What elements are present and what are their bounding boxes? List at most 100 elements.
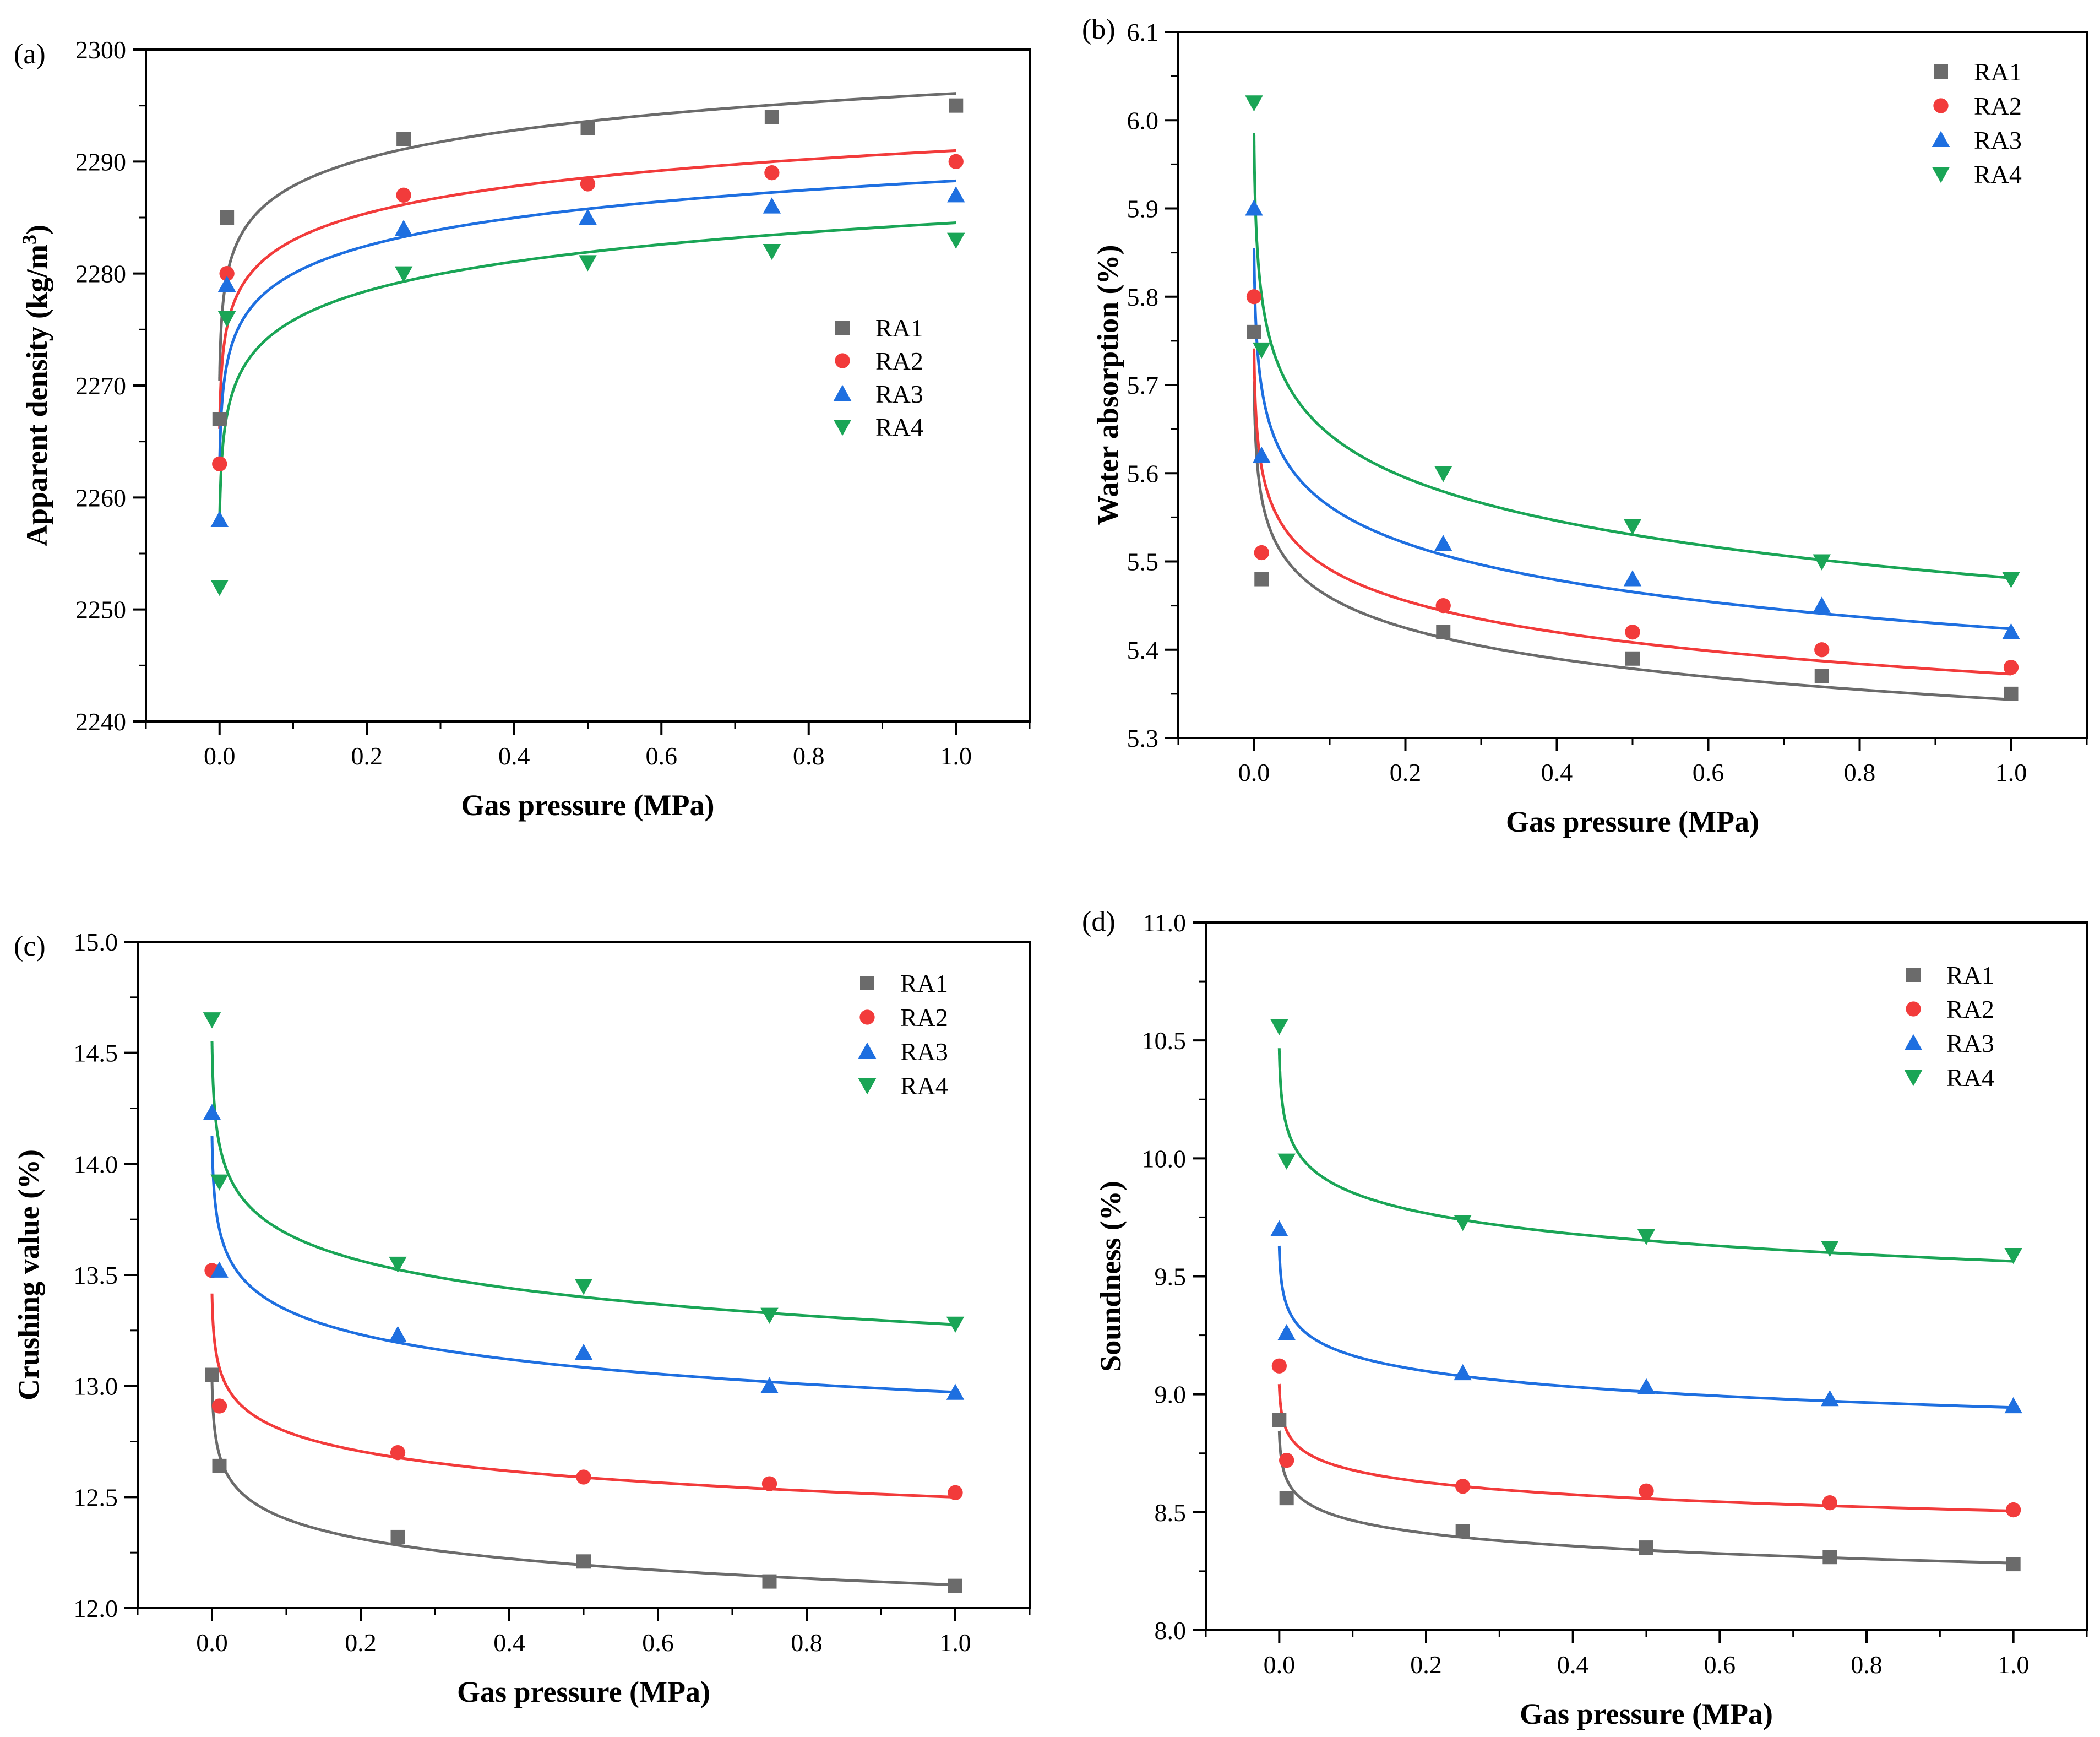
data-point-ra3 <box>210 1261 229 1278</box>
data-point-ra3 <box>1434 535 1452 551</box>
y-axis-label: Apparent density (kg/m3) <box>18 225 53 546</box>
data-point-ra4 <box>574 1279 593 1295</box>
data-point-ra1 <box>1455 1524 1470 1539</box>
y-tick-label: 14.5 <box>74 1039 118 1067</box>
y-tick-label: 5.5 <box>1127 548 1159 576</box>
y-tick-label: 12.0 <box>74 1594 118 1622</box>
x-axis-label: Gas pressure (MPa) <box>1520 1697 1773 1730</box>
y-tick-label: 2250 <box>75 596 126 624</box>
panel-b: (b) 0.0 0.2 0.4 0.6 0.8 1.0 5.3 5.4 5.5 5.6 5.7 5.8 5… <box>1082 14 2088 838</box>
legend-label-ra2: RA2 <box>1946 995 1994 1023</box>
fit-curve-ra2 <box>210 1293 956 1499</box>
y-tick-label: 14.0 <box>74 1150 118 1178</box>
legend-marker-ra2 <box>859 1009 875 1025</box>
legend-label-ra4: RA4 <box>1974 160 2022 188</box>
fit-curve-ra4 <box>218 221 956 526</box>
y-tick-label: 5.6 <box>1127 459 1159 487</box>
y-tick-label: 13.5 <box>74 1261 118 1289</box>
data-point-ra1 <box>205 1367 219 1382</box>
data-point-ra3 <box>1270 1220 1288 1236</box>
data-point-ra4 <box>2004 1247 2022 1264</box>
data-point-ra4 <box>217 311 236 328</box>
data-point-ra3 <box>760 1377 779 1393</box>
data-point-ra2 <box>1254 545 1269 561</box>
legend-label-ra3: RA3 <box>900 1038 948 1066</box>
x-tick-label: 0.0 <box>1238 758 1270 786</box>
legend-marker-ra2 <box>1906 1001 1921 1017</box>
data-point-ra2 <box>390 1445 406 1461</box>
panel-a: (a) 0.0 0.2 0.4 0.6 0.8 1.0 2240 2250 2260 2270 228… <box>14 36 1031 822</box>
y-tick-label: 12.5 <box>74 1483 118 1511</box>
data-point-ra2 <box>1639 1483 1654 1499</box>
data-point-ra3 <box>1245 199 1263 216</box>
data-point-ra4 <box>1813 554 1831 571</box>
data-point-ra1 <box>764 110 779 124</box>
data-point-ra1 <box>580 121 595 135</box>
data-point-ra2 <box>1435 598 1451 614</box>
data-point-ra1 <box>390 1529 405 1544</box>
y-axis-label: Soundness (%) <box>1094 1181 1127 1372</box>
data-point-ra3 <box>210 511 229 527</box>
fit-curve-ra1 <box>1277 1430 2014 1565</box>
fit-curve-ra4 <box>1253 133 2011 579</box>
legend-marker-ra3 <box>833 384 852 401</box>
y-tick-label: 2290 <box>75 148 126 176</box>
data-point-ra3 <box>1821 1389 1839 1407</box>
data-point-ra4 <box>760 1307 779 1324</box>
data-point-ra3 <box>574 1343 593 1360</box>
data-point-ra4 <box>210 580 229 596</box>
data-point-ra1 <box>2006 1557 2021 1572</box>
y-tick-label: 11.0 <box>1143 909 1186 937</box>
legend-marker-ra4 <box>1932 167 1950 183</box>
data-point-ra3 <box>579 208 597 225</box>
legend-label-ra3: RA3 <box>1974 126 2022 154</box>
x-axis-label: Gas pressure (MPa) <box>461 789 715 822</box>
legend-marker-ra3 <box>858 1042 877 1059</box>
data-point-ra2 <box>948 154 964 169</box>
y-axis-label-main: Apparent density (kg/m <box>20 245 53 546</box>
y-tick-label: 9.0 <box>1155 1381 1187 1409</box>
data-point-ra4 <box>2002 572 2020 588</box>
x-tick-label: 0.6 <box>1704 1651 1736 1679</box>
data-point-ra1 <box>1822 1550 1837 1565</box>
data-point-ra3 <box>1277 1324 1296 1340</box>
legend-marker-ra1 <box>1934 64 1948 79</box>
legend-marker-ra3 <box>1932 131 1950 147</box>
data-point-ra3 <box>763 197 781 214</box>
data-point-ra3 <box>1813 596 1831 613</box>
y-axis-label-superscript: 3 <box>18 235 40 245</box>
data-point-ra2 <box>1625 625 1640 640</box>
x-tick-label: 0.0 <box>1264 1651 1296 1679</box>
data-point-ra2 <box>212 456 227 471</box>
legend-label-ra4: RA4 <box>900 1072 948 1100</box>
data-point-ra2 <box>219 266 235 281</box>
data-point-ra3 <box>1637 1378 1656 1394</box>
y-tick-label: 2260 <box>75 484 126 512</box>
y-tick-label: 8.0 <box>1155 1616 1187 1644</box>
y-tick-label: 6.1 <box>1127 18 1159 46</box>
data-point-ra1 <box>212 1458 227 1473</box>
fit-curve-ra1 <box>210 1380 956 1587</box>
plot-frame <box>137 941 1031 1609</box>
data-point-ra2 <box>576 1469 591 1485</box>
legend-marker-ra1 <box>835 321 850 335</box>
data-point-ra3 <box>389 1326 407 1342</box>
x-tick-label: 0.8 <box>793 742 825 770</box>
legend-label-ra1: RA1 <box>1974 58 2022 86</box>
data-point-ra3 <box>394 220 413 236</box>
legend-marker-ra2 <box>1933 98 1949 113</box>
data-point-ra1 <box>1272 1413 1287 1427</box>
legend-label-ra3: RA3 <box>1946 1029 1994 1057</box>
data-point-ra3 <box>947 186 965 203</box>
y-tick-label: 10.5 <box>1142 1027 1187 1055</box>
data-point-ra4 <box>389 1256 407 1273</box>
legend-label-ra2: RA2 <box>875 347 923 375</box>
data-point-ra2 <box>761 1476 777 1491</box>
legend-label-ra2: RA2 <box>1974 92 2022 120</box>
x-tick-label: 0.2 <box>345 1629 377 1657</box>
legend-label-ra3: RA3 <box>875 380 923 408</box>
panel-label: (b) <box>1082 14 1116 45</box>
legend-label-ra1: RA1 <box>875 314 923 342</box>
y-tick-label: 5.4 <box>1127 636 1159 664</box>
legend-marker-ra4 <box>833 420 852 436</box>
